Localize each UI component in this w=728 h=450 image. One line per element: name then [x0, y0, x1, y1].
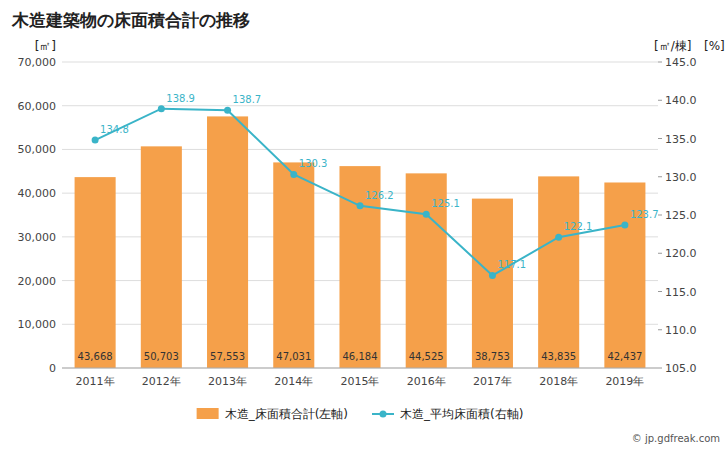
line-value-label: 138.7: [233, 94, 262, 105]
line-marker: [621, 221, 628, 228]
data-labels: 43,668 50,703 57,553 47,031 46,184 44,525 38,7…: [78, 93, 659, 362]
x-tick-label: 2011年: [76, 375, 115, 388]
legend-marker: [380, 411, 387, 418]
y2-tick-label: 110.0: [665, 324, 697, 337]
x-tick-label: 2018年: [539, 375, 578, 388]
y2-axis-label: [㎡/棟]: [654, 39, 691, 53]
y-tick-label: 50,000: [18, 143, 57, 156]
plot-marks: [75, 105, 646, 368]
y2-tick: [658, 138, 662, 139]
legend-label: 木造_床面積合計(左軸): [225, 407, 348, 421]
y2-tick: [658, 215, 662, 216]
chart: 木造建築物の床面積合計の推移 0 10,000 20,000 30,000 40,000 5…: [0, 0, 728, 450]
y2-tick: [658, 291, 662, 292]
line-value-label: 126.2: [365, 190, 394, 201]
copyright: © jp.gdfreak.com: [632, 433, 720, 444]
bar-value-label: 57,553: [210, 351, 245, 362]
bar: [207, 116, 248, 368]
y2-tick: [658, 368, 662, 369]
bar: [472, 199, 513, 368]
line-value-label: 134.8: [100, 124, 129, 135]
legend-label: 木造_平均床面積(右軸): [400, 407, 523, 421]
y2-unit-label: [%]: [704, 39, 725, 53]
line-marker: [489, 272, 496, 279]
line-marker: [357, 202, 364, 209]
line-value-label: 125.1: [431, 198, 460, 209]
y2-tick-label: 130.0: [665, 171, 697, 184]
y-tick-label: 20,000: [18, 275, 57, 288]
bar-value-label: 42,437: [607, 351, 642, 362]
y-tick-label: 40,000: [18, 187, 57, 200]
line-value-label: 123.7: [630, 209, 659, 220]
line-marker: [158, 105, 165, 112]
x-tick-label: 2013年: [208, 375, 247, 388]
bar-value-label: 46,184: [343, 351, 378, 362]
grid: [62, 62, 658, 368]
bar: [141, 146, 182, 368]
line-value-label: 138.9: [166, 93, 195, 104]
y2-tick: [658, 62, 662, 63]
bar-value-label: 44,525: [409, 351, 444, 362]
grid-line: [62, 105, 658, 106]
y2-tick-label: 125.0: [665, 209, 697, 222]
legend-item: 木造_床面積合計(左軸): [197, 407, 348, 421]
legend-swatch: [197, 408, 219, 419]
line: [95, 109, 625, 276]
y2-tick-label: 120.0: [665, 247, 697, 260]
line-marker: [290, 171, 297, 178]
line-marker: [555, 234, 562, 241]
grid-line: [62, 368, 658, 369]
x-tick-label: 2016年: [407, 375, 446, 388]
y-tick-label: 0: [49, 362, 56, 375]
y-tick-label: 60,000: [18, 100, 57, 113]
bar: [75, 177, 116, 368]
y-tick-label: 70,000: [18, 56, 57, 69]
x-tick-label: 2015年: [341, 375, 380, 388]
line-marker: [423, 211, 430, 218]
line-value-label: 117.1: [497, 259, 526, 270]
x-tick-label: 2012年: [142, 375, 181, 388]
y2-tick-label: 140.0: [665, 94, 697, 107]
legend: 木造_床面積合計(左軸) 木造_平均床面積(右軸): [197, 407, 524, 421]
line-value-label: 130.3: [299, 158, 328, 169]
line-value-label: 122.1: [564, 221, 593, 232]
y2-tick-label: 115.0: [665, 286, 697, 299]
y2-tick: [658, 329, 662, 330]
line-marker: [224, 107, 231, 114]
y-axis-label: [㎡]: [35, 39, 56, 53]
bar: [273, 162, 314, 368]
bar-value-label: 50,703: [144, 351, 179, 362]
bar-value-label: 47,031: [276, 351, 311, 362]
bar-value-label: 38,753: [475, 351, 510, 362]
bar-value-label: 43,835: [541, 351, 576, 362]
y2-tick: [658, 100, 662, 101]
y2-tick-label: 135.0: [665, 133, 697, 146]
legend-item: 木造_平均床面積(右軸): [372, 407, 523, 421]
y2-tick-label: 145.0: [665, 56, 697, 69]
y2-tick-label: 105.0: [665, 362, 697, 375]
x-tick-label: 2017年: [473, 375, 512, 388]
grid-line: [62, 62, 658, 63]
y2-tick: [658, 176, 662, 177]
line-marker: [92, 137, 99, 144]
x-axis-line: [62, 368, 658, 369]
bar-value-label: 43,668: [78, 351, 113, 362]
y2-tick: [658, 253, 662, 254]
x-tick-label: 2014年: [274, 375, 313, 388]
title: 木造建築物の床面積合計の推移: [11, 10, 250, 30]
bar: [538, 176, 579, 368]
x-tick-label: 2019年: [605, 375, 644, 388]
y-tick-label: 30,000: [18, 231, 57, 244]
y-tick-label: 10,000: [18, 318, 57, 331]
